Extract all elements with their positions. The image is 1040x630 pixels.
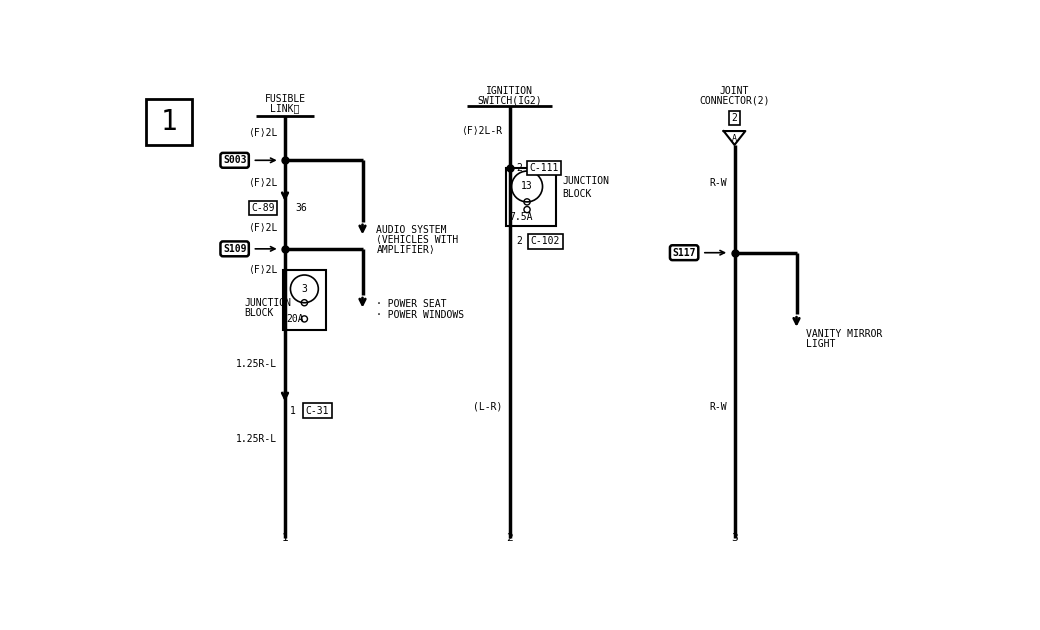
Text: 1.25R-L: 1.25R-L	[236, 359, 278, 369]
Text: AUDIO SYSTEM: AUDIO SYSTEM	[376, 225, 447, 234]
Text: JUNCTION: JUNCTION	[563, 176, 609, 186]
Text: · POWER SEAT: · POWER SEAT	[376, 299, 447, 309]
Text: AMPLIFIER⟩: AMPLIFIER⟩	[376, 244, 435, 255]
Text: BLOCK: BLOCK	[244, 308, 275, 318]
Text: 36: 36	[295, 203, 308, 213]
Text: A: A	[732, 134, 737, 143]
Bar	[505, 168, 556, 226]
Text: 1: 1	[290, 406, 295, 416]
Text: 3: 3	[302, 284, 307, 294]
Text: 2: 2	[516, 236, 522, 246]
Text: C-89: C-89	[252, 203, 275, 213]
Text: 1: 1	[282, 532, 288, 542]
Text: 20A: 20A	[287, 314, 304, 324]
Text: ⟨F⟩2L: ⟨F⟩2L	[248, 129, 278, 139]
Text: 2: 2	[516, 163, 522, 173]
Text: LIGHT: LIGHT	[806, 338, 835, 348]
Text: C-111: C-111	[529, 163, 558, 173]
Text: LINKⓔ: LINKⓔ	[270, 103, 300, 113]
Text: SWITCH(IG2): SWITCH(IG2)	[477, 95, 542, 105]
Text: 13: 13	[521, 181, 532, 192]
Text: VANITY MIRROR: VANITY MIRROR	[806, 329, 882, 338]
Text: IGNITION: IGNITION	[487, 86, 534, 96]
Text: ⟨F⟩2L: ⟨F⟩2L	[248, 265, 278, 275]
Text: 2: 2	[731, 113, 737, 123]
Text: CONNECTOR(2): CONNECTOR(2)	[699, 95, 770, 105]
Text: (L-R): (L-R)	[472, 402, 502, 411]
Text: 3: 3	[731, 532, 737, 542]
Text: 7.5A: 7.5A	[510, 212, 534, 222]
Text: R-W: R-W	[709, 178, 727, 188]
Text: · POWER WINDOWS: · POWER WINDOWS	[376, 310, 465, 320]
Text: ⟨F⟩2L-R: ⟨F⟩2L-R	[461, 126, 502, 136]
Text: JUNCTION: JUNCTION	[244, 298, 291, 307]
Text: C-31: C-31	[306, 406, 330, 416]
Text: S117: S117	[673, 248, 696, 258]
Text: FUSIBLE: FUSIBLE	[264, 94, 306, 104]
Text: ⟨F⟩2L: ⟨F⟩2L	[248, 223, 278, 233]
Text: BLOCK: BLOCK	[563, 189, 592, 199]
Text: C-102: C-102	[530, 236, 561, 246]
Text: S109: S109	[223, 244, 246, 254]
Text: S003: S003	[223, 156, 246, 165]
Text: 2: 2	[506, 532, 513, 542]
Text: 1: 1	[160, 108, 177, 136]
Bar	[283, 270, 327, 329]
Text: ⟨VEHICLES WITH: ⟨VEHICLES WITH	[376, 234, 459, 244]
Text: 1.25R-L: 1.25R-L	[236, 434, 278, 444]
Text: JOINT: JOINT	[720, 86, 749, 96]
Text: R-W: R-W	[709, 402, 727, 411]
Text: ⟨F⟩2L: ⟨F⟩2L	[248, 178, 278, 188]
Bar	[146, 99, 192, 145]
